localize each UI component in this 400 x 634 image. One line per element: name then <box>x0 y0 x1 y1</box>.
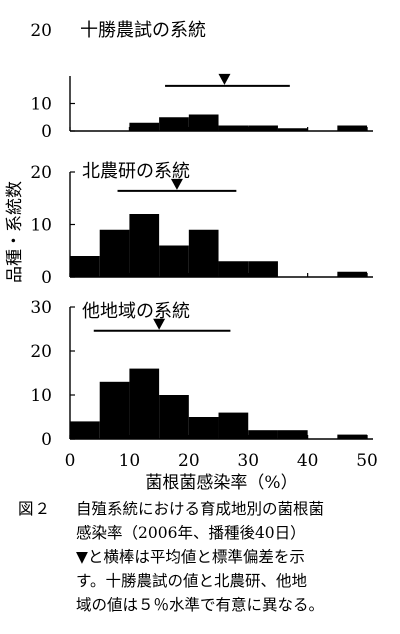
panel-3-bar-35 <box>277 430 308 439</box>
panel-2-bar-45 <box>337 271 368 277</box>
panel-2-bar-25 <box>218 261 249 277</box>
panel-2-ytick-label-0: 0 <box>41 268 52 288</box>
panel-2-title: 北農研の系統 <box>82 161 190 182</box>
panel-2-bar-10 <box>129 214 160 277</box>
panel-1-bar-10 <box>129 122 160 131</box>
panel-2-ytick-label-20: 20 <box>30 163 52 183</box>
panel-1-bar-35 <box>277 128 308 131</box>
panel-3-ytick-label-20: 20 <box>30 342 52 362</box>
y-axis-label: 品種・系統数 <box>5 181 25 283</box>
figure-caption: 図２ 自殖系統における育成地別の菌根菌 感染率（2006年、播種後40日） ▼と… <box>18 497 390 617</box>
x-axis-label: 菌根菌感染率（%） <box>145 473 297 490</box>
panel-3-bar-20 <box>188 417 219 439</box>
panel-3-bar-45 <box>337 434 368 439</box>
panel-3-bar-30 <box>248 430 278 439</box>
panel-3-ytick-label-10: 10 <box>30 386 52 406</box>
panel-3-bar-15 <box>159 395 189 439</box>
panel-3-bar-0 <box>70 421 100 439</box>
panel-3-ytick-label-0: 0 <box>41 430 52 450</box>
panel-1-bar-25 <box>218 125 249 131</box>
xtick-label-50: 50 <box>356 451 378 471</box>
panel-1-bar-45 <box>337 125 368 131</box>
panel-3-bar-5 <box>99 381 130 439</box>
panel-1-bar-30 <box>248 125 278 131</box>
panel-2-bar-5 <box>99 229 130 277</box>
caption-line-1: 自殖系統における育成地別の菌根菌 <box>76 500 325 518</box>
panel-2-mean-marker <box>170 178 183 190</box>
caption-label: 図２ <box>18 500 52 518</box>
panel-1-bar-15 <box>159 117 189 131</box>
panel-3-ytick-label-30: 30 <box>30 298 52 318</box>
panel-1-mean-marker <box>218 73 231 85</box>
caption-note-line-1: ▼と横棒は平均値と標準偏差を示 <box>76 548 305 566</box>
histogram-figure: 0 10 20 十勝農試の系統 0 10 20 北農研の系統 0 10 20 30 他地域の系統 0 10 2… <box>5 20 378 490</box>
panel-1-bar-20 <box>188 114 219 131</box>
panel-2-bar-15 <box>159 245 189 277</box>
panel-2-bar-20 <box>188 229 219 277</box>
panel-2-bar-30 <box>248 261 278 277</box>
caption-note-line-3: 域の値は５％水準で有意に異なる。 <box>76 596 325 614</box>
panel-3-bar-25 <box>218 412 249 439</box>
panel-1-axis-top-label: 20 <box>30 21 52 41</box>
panel-3-bar-10 <box>129 368 160 439</box>
panel-1-ytick-label-10: 10 <box>30 95 52 115</box>
panel-2-ytick-label-10: 10 <box>30 216 52 236</box>
xtick-label-30: 30 <box>237 451 259 471</box>
xtick-label-10: 10 <box>119 451 141 471</box>
panel-3-title: 他地域の系統 <box>82 301 190 322</box>
panel-2-bar-0 <box>70 256 100 277</box>
panel-3-mean-marker <box>153 318 166 330</box>
caption-note-line-2: す。十勝農試の値と北農研、他地 <box>76 572 307 590</box>
caption-line-2: 感染率（2006年、播種後40日） <box>76 524 306 542</box>
xtick-label-0: 0 <box>65 451 76 471</box>
xtick-label-20: 20 <box>178 451 200 471</box>
xtick-label-40: 40 <box>297 451 319 471</box>
panel-1-title: 十勝農試の系統 <box>80 20 206 41</box>
panel-1-ytick-label-0: 0 <box>41 122 52 142</box>
